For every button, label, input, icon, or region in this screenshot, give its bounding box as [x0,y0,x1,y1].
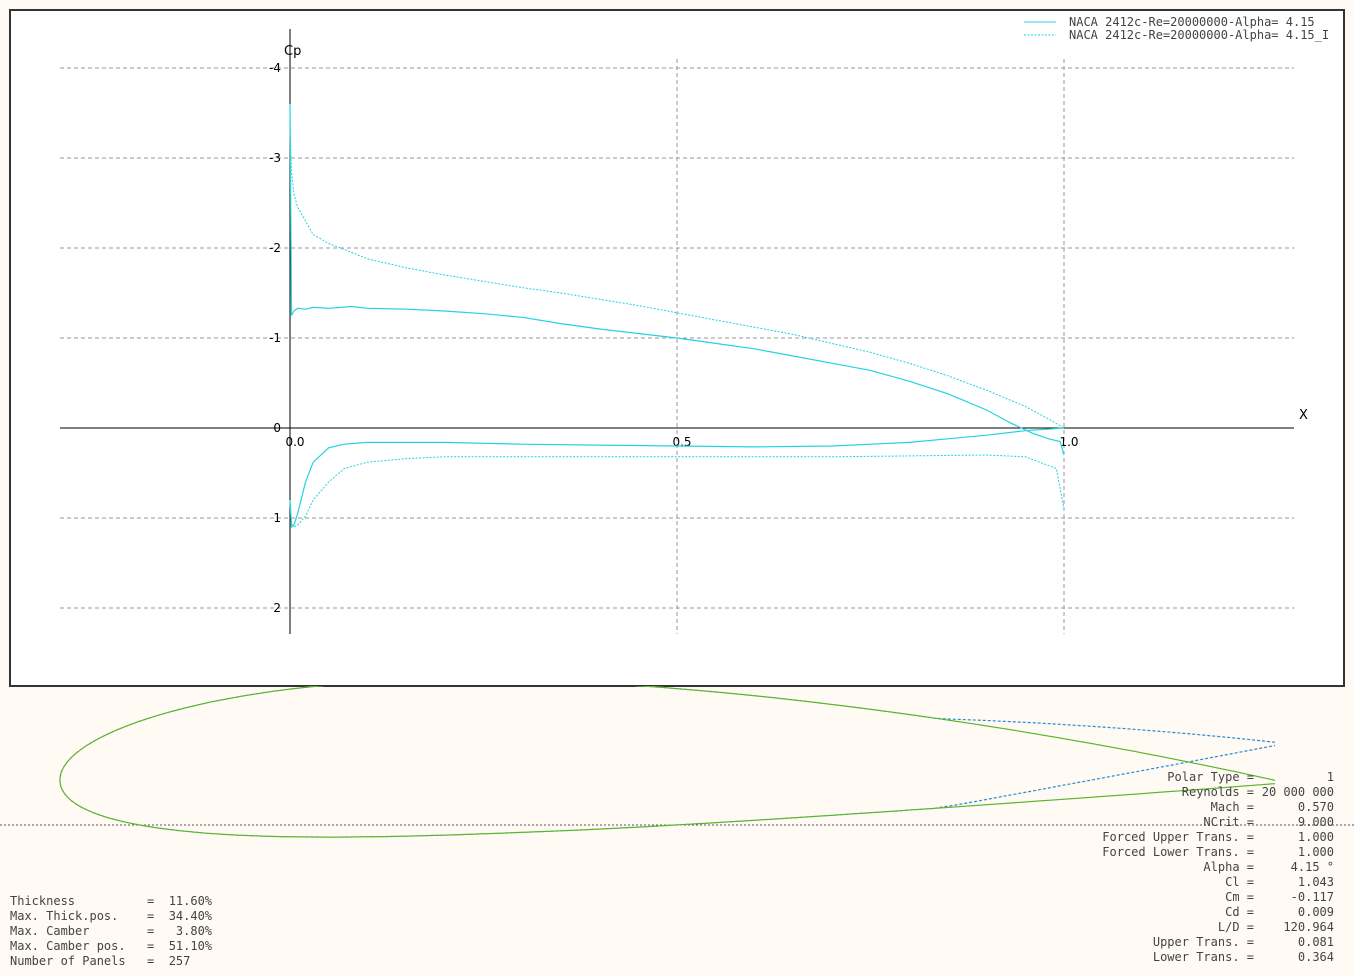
polar-row: NCrit = 9.000 [1102,815,1334,830]
x-tick-label: 0.0 [285,435,304,449]
geom-label: Max. Camber pos. [10,939,126,953]
geom-separator: = [147,939,169,953]
polar-row: Reynolds = 20 000 000 [1102,785,1334,800]
y-tick-label: -1 [269,331,281,345]
polar-label: Forced Lower Trans. = [1102,845,1254,859]
polar-row: Cl = 1.043 [1102,875,1334,890]
polar-label: Mach = [1210,800,1254,814]
geom-value: 257 [168,954,191,968]
airfoil-geometry-properties: Thickness = 11.60% Max. Thick.pos. = 34.40%… [10,894,212,969]
x-axis-title: X [1299,408,1308,423]
polar-label: Lower Trans. = [1152,950,1254,964]
airfoil-flap-outline [59,686,1276,838]
polar-value: 1.000 [1297,845,1334,859]
legend-label-2: NACA 2412c-Re=20000000-Alpha= 4.15_I [1069,28,1329,42]
x-tick-label: 0.5 [672,435,691,449]
geom-label: Max. Thick.pos. [10,909,119,923]
geom-row: Max. Thick.pos. = 34.40% [10,909,212,924]
polar-row: Alpha = 4.15 ° [1102,860,1334,875]
y-tick-label: -4 [269,61,281,75]
cp-chart: -4 -3 -2 -1 0 1 2 0.0 0.5 1.0 Cp X NACA 2412c-Re=20… [60,15,1329,634]
polar-label: NCrit = [1203,815,1254,829]
series-2-lower-line [289,454,1065,528]
polar-value: 0.570 [1297,800,1334,814]
y-tick-label: -2 [269,241,281,255]
polar-row: Polar Type = 1 [1102,770,1334,785]
airfoil-view[interactable] [0,686,1354,976]
legend-label-1: NACA 2412c-Re=20000000-Alpha= 4.15 [1069,15,1315,29]
polar-label: L/D = [1217,920,1254,934]
geom-separator: = [147,894,169,908]
polar-row: Upper Trans. = 0.081 [1102,935,1334,950]
polar-value: 9.000 [1297,815,1334,829]
polar-label: Cm = [1225,890,1254,904]
polar-label: Cd = [1225,905,1254,919]
polar-label: Upper Trans. = [1152,935,1254,949]
polar-value: 0.364 [1297,950,1334,964]
geom-label: Number of Panels [10,954,126,968]
polar-value: 0.081 [1297,935,1334,949]
polar-value: 120.964 [1283,920,1334,934]
geom-value: 11.60% [168,894,213,908]
geom-separator: = [147,954,169,968]
polar-label: Alpha = [1203,860,1254,874]
geom-row: Max. Camber pos. = 51.10% [10,939,212,954]
cp-graph-panel[interactable]: -4 -3 -2 -1 0 1 2 0.0 0.5 1.0 Cp X NACA 2412c-Re=20… [9,9,1345,687]
polar-value: 0.009 [1297,905,1334,919]
polar-value: 20 000 000 [1261,785,1334,799]
polar-value: 1.000 [1297,830,1334,844]
polar-value: 1 [1326,770,1334,784]
polar-row: Mach = 0.570 [1102,800,1334,815]
y-axis-title: Cp [284,44,301,59]
polar-label: Forced Upper Trans. = [1102,830,1254,844]
y-tick-label: 2 [273,601,281,615]
geom-value: 3.80% [168,924,213,938]
series-1-upper-line [289,103,1065,456]
polar-label: Reynolds = [1181,785,1254,799]
polar-value: 4.15 ° [1290,860,1334,874]
y-tick-label: -3 [269,151,281,165]
geom-value: 51.10% [168,939,213,953]
polar-value: 1.043 [1297,875,1334,889]
polar-row: Forced Upper Trans. = 1.000 [1102,830,1334,845]
geom-label: Max. Camber [10,924,90,938]
geom-separator: = [147,924,169,938]
polar-value: -0.117 [1290,890,1334,904]
geom-label: Thickness [10,894,76,908]
polar-row: Cm = -0.117 [1102,890,1334,905]
polar-properties: Polar Type = 1 Reynolds = 20 000 000 Mach = 0… [1102,770,1334,965]
x-tick-label: 1.0 [1059,435,1078,449]
airfoil-outline-secondary [59,686,1276,838]
airfoil-outline [59,686,1276,838]
polar-row: Lower Trans. = 0.364 [1102,950,1334,965]
geom-separator: = [147,909,169,923]
y-tick-label: 1 [273,511,281,525]
polar-label: Polar Type = [1167,770,1254,784]
geom-row: Thickness = 11.60% [10,894,212,909]
geom-row: Max. Camber = 3.80% [10,924,212,939]
polar-row: Cd = 0.009 [1102,905,1334,920]
polar-label: Cl = [1225,875,1254,889]
y-tick-label: 0 [273,421,281,435]
geom-row: Number of Panels = 257 [10,954,212,969]
series-2-upper-line [289,130,1065,429]
polar-row: Forced Lower Trans. = 1.000 [1102,845,1334,860]
polar-row: L/D = 120.964 [1102,920,1334,935]
geom-value: 34.40% [168,909,213,923]
series-1-lower-line [289,427,1065,529]
